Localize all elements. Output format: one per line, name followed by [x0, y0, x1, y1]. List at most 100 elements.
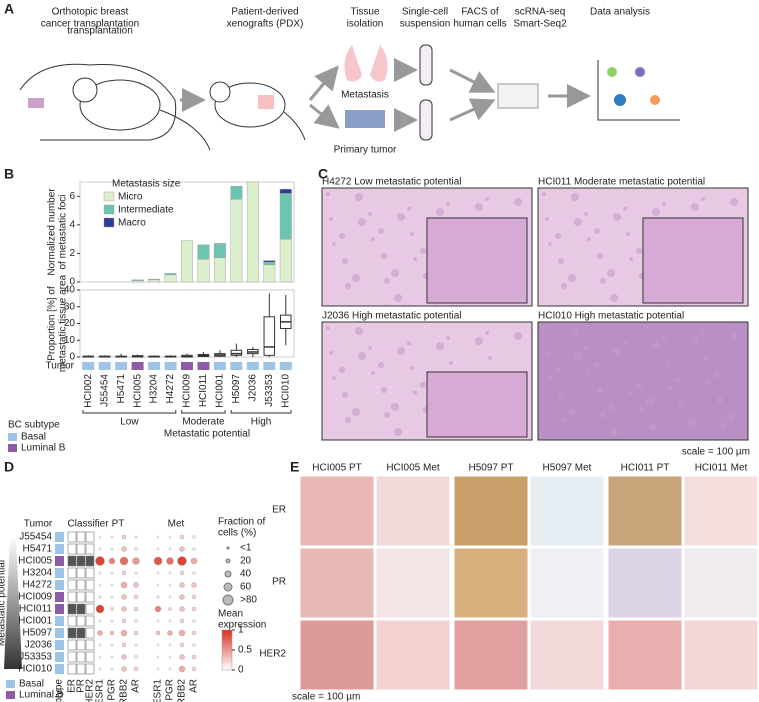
panel-label: C	[318, 166, 328, 182]
bar-segment	[279, 193, 292, 240]
expression-dot	[121, 570, 127, 576]
subtype-swatch	[263, 362, 276, 370]
x-tick-label: J2036	[247, 374, 258, 402]
texture	[730, 198, 738, 206]
bar-segment	[263, 260, 276, 263]
classifier-cell	[67, 543, 77, 555]
expression-dot	[155, 630, 161, 636]
texture	[691, 203, 699, 211]
expression-dot	[133, 582, 139, 588]
subtype-swatch	[246, 362, 259, 370]
legend-swatch	[8, 433, 17, 441]
texture	[561, 283, 567, 289]
texture	[329, 351, 333, 355]
texture	[568, 408, 576, 416]
ihc-image	[375, 547, 451, 619]
classifier-cell	[76, 651, 86, 663]
expression-dot	[179, 606, 185, 612]
legend-label: Macro	[118, 218, 146, 229]
expression-dot	[153, 556, 163, 566]
step-label: Tissue	[350, 7, 380, 18]
bar-segment	[197, 258, 210, 283]
texture	[394, 294, 402, 302]
texture	[355, 193, 363, 201]
ihc-image	[375, 475, 451, 547]
texture	[623, 207, 627, 211]
texture	[384, 278, 390, 284]
legend-label: Micro	[118, 192, 143, 203]
column-label: PR	[76, 679, 87, 693]
classifier-cell	[67, 531, 77, 543]
x-tick-label: H4272	[165, 374, 176, 404]
bar-segment	[164, 274, 177, 283]
axis-title: Proportion [%] of	[47, 286, 58, 361]
subtype-swatch	[55, 664, 64, 674]
subtype-swatch	[55, 628, 64, 638]
scale-label: scale = 100 µm	[292, 692, 360, 702]
texture	[449, 361, 453, 365]
classifier-cell	[67, 567, 77, 579]
texture	[704, 356, 708, 360]
scale-label: scale = 100 µm	[682, 447, 750, 458]
classifier-cell	[85, 567, 95, 579]
texture	[594, 228, 600, 234]
step-label: scRNA-seq	[515, 7, 566, 18]
ihc-image	[607, 547, 683, 619]
texture	[701, 331, 705, 335]
column-label: ERBB2	[177, 679, 188, 702]
subtype-swatch	[279, 362, 292, 370]
texture	[514, 198, 522, 206]
texture	[626, 232, 630, 236]
expression-dot	[192, 547, 196, 551]
texture	[371, 237, 375, 241]
expression-dot	[98, 655, 102, 659]
x-tick-label: J53353	[264, 374, 275, 407]
step-label: FACS of	[461, 7, 498, 18]
texture	[485, 197, 489, 201]
classifier-cell	[76, 531, 86, 543]
texture	[326, 326, 330, 330]
texture	[678, 402, 684, 408]
x-tick-label: HCI005	[132, 374, 143, 408]
expression-dot	[108, 557, 116, 565]
legend-label: <1	[240, 543, 252, 554]
texture	[597, 387, 603, 393]
bar-segment	[131, 280, 144, 283]
column-label: ER	[67, 679, 78, 693]
bar-segment	[230, 198, 243, 283]
expression-dot	[168, 619, 172, 623]
texture	[558, 258, 564, 264]
texture	[397, 213, 405, 221]
expression-dot	[191, 582, 197, 588]
classifier-cell	[67, 663, 77, 675]
expression-dot	[121, 654, 127, 660]
legend-title: cells (%)	[218, 528, 256, 539]
texture	[665, 361, 669, 365]
column-header: Met	[168, 519, 185, 530]
texture	[707, 381, 711, 385]
classifier-cell	[67, 603, 77, 615]
classifier-cell	[67, 615, 77, 627]
y-tick-label: 6	[69, 191, 75, 202]
texture	[639, 407, 645, 413]
subtype-swatch	[230, 362, 243, 370]
expression-dot	[98, 643, 102, 647]
step-label: Single-cell	[402, 7, 448, 18]
subtype-swatch	[181, 362, 193, 370]
texture	[391, 403, 399, 411]
texture	[662, 202, 666, 206]
size-key	[224, 570, 232, 578]
row-label: PR	[272, 577, 286, 588]
expression-dot	[156, 583, 160, 587]
subtype-swatch	[82, 362, 95, 370]
texture	[720, 422, 726, 428]
zoom-inset	[426, 371, 528, 438]
texture	[548, 376, 552, 380]
classifier-cell	[85, 543, 95, 555]
expression-dot	[156, 667, 160, 671]
zoom-inset	[426, 217, 528, 304]
row-label: HCI011	[19, 604, 53, 615]
column-label: PGR	[165, 679, 176, 701]
texture	[629, 257, 633, 261]
classifier-cell	[76, 603, 86, 615]
